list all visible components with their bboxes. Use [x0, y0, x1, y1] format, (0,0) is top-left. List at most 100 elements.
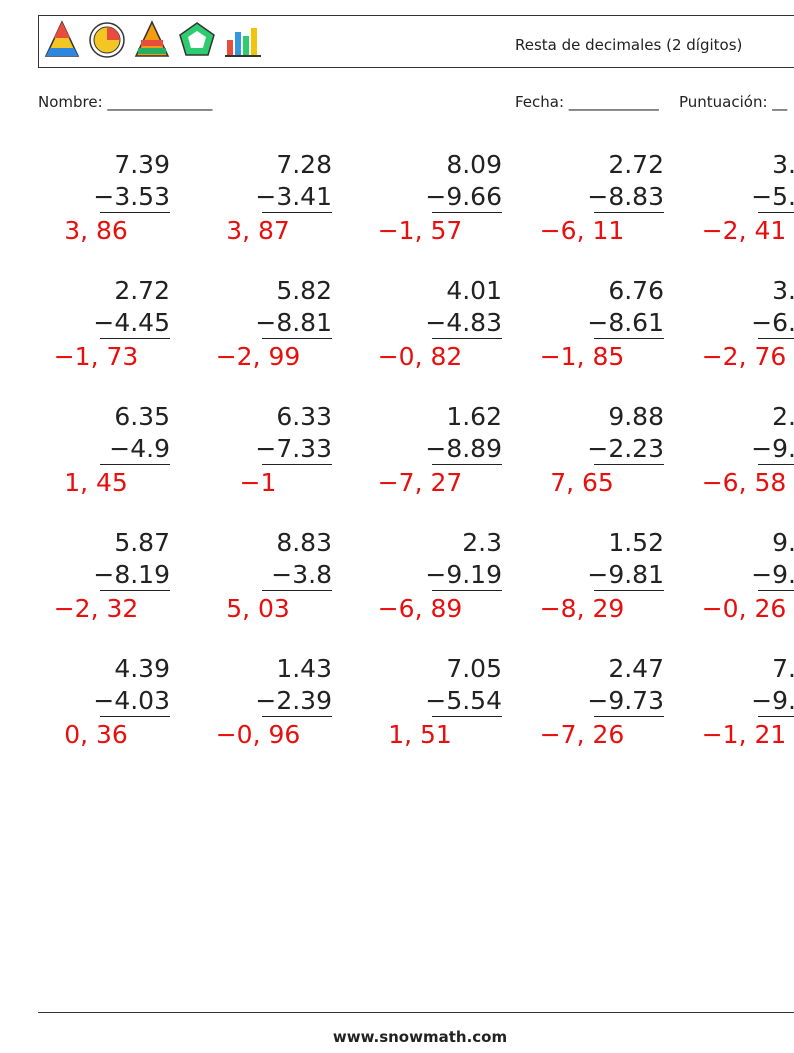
bottom-number: −5. — [751, 182, 794, 211]
underline — [432, 590, 502, 591]
bottom-number: −9.81 — [587, 560, 664, 589]
top-number: 1.62 — [446, 402, 502, 431]
underline — [100, 716, 170, 717]
answer: 5, 03 — [226, 594, 290, 623]
top-number: 1.43 — [276, 654, 332, 683]
top-number: 9. — [772, 528, 794, 557]
underline — [432, 212, 502, 213]
bottom-number: −9.73 — [587, 686, 664, 715]
answer: 1, 45 — [64, 468, 128, 497]
top-number: 5.87 — [114, 528, 170, 557]
top-number: 6.35 — [114, 402, 170, 431]
underline — [432, 716, 502, 717]
answer: −1, 73 — [53, 342, 139, 371]
top-number: 7. — [772, 654, 794, 683]
underline — [758, 716, 794, 717]
bottom-number: −8.61 — [587, 308, 664, 337]
underline — [100, 338, 170, 339]
top-number: 5.82 — [276, 276, 332, 305]
answer: −2, 99 — [215, 342, 301, 371]
underline — [262, 590, 332, 591]
header-box — [38, 15, 794, 68]
top-number: 2. — [772, 402, 794, 431]
top-number: 7.05 — [446, 654, 502, 683]
bottom-number: −9.19 — [425, 560, 502, 589]
score-field: Puntuación: __ — [679, 93, 788, 111]
underline — [262, 716, 332, 717]
answer: −2, 41 — [701, 216, 787, 245]
bottom-number: −4.45 — [93, 308, 170, 337]
answer: −0, 26 — [701, 594, 787, 623]
bottom-number: −9. — [751, 434, 794, 463]
name-field: Nombre: ______________ — [38, 93, 213, 111]
underline — [758, 464, 794, 465]
bottom-number: −7.33 — [255, 434, 332, 463]
answer: −7, 27 — [377, 468, 463, 497]
top-number: 2.3 — [462, 528, 502, 557]
bottom-number: −4.03 — [93, 686, 170, 715]
top-number: 1.52 — [608, 528, 664, 557]
answer: −6, 11 — [539, 216, 625, 245]
answer: −1, 21 — [701, 720, 787, 749]
top-number: 4.39 — [114, 654, 170, 683]
top-number: 6.33 — [276, 402, 332, 431]
bottom-number: −4.9 — [109, 434, 170, 463]
answer: −7, 26 — [539, 720, 625, 749]
top-number: 7.39 — [114, 150, 170, 179]
answer: −8, 29 — [539, 594, 625, 623]
underline — [100, 590, 170, 591]
bottom-number: −3.53 — [93, 182, 170, 211]
underline — [262, 464, 332, 465]
top-number: 3. — [772, 276, 794, 305]
underline — [758, 338, 794, 339]
answer: 7, 65 — [550, 468, 614, 497]
bottom-number: −2.39 — [255, 686, 332, 715]
top-number: 9.88 — [608, 402, 664, 431]
answer: −1, 57 — [377, 216, 463, 245]
top-number: 8.83 — [276, 528, 332, 557]
header-icons — [44, 20, 261, 58]
bottom-number: −3.41 — [255, 182, 332, 211]
bottom-number: −9. — [751, 560, 794, 589]
underline — [262, 212, 332, 213]
bottom-number: −4.83 — [425, 308, 502, 337]
underline — [100, 464, 170, 465]
bottom-number: −5.54 — [425, 686, 502, 715]
bottom-number: −8.81 — [255, 308, 332, 337]
underline — [594, 464, 664, 465]
bottom-number: −8.83 — [587, 182, 664, 211]
answer: −2, 32 — [53, 594, 139, 623]
date-field: Fecha: ____________ — [515, 93, 659, 111]
answer: −1, 85 — [539, 342, 625, 371]
top-number: 7.28 — [276, 150, 332, 179]
answer: −6, 58 — [701, 468, 787, 497]
top-number: 8.09 — [446, 150, 502, 179]
top-number: 2.72 — [114, 276, 170, 305]
answer: 3, 87 — [226, 216, 290, 245]
footer-site: www.snowmath.com — [332, 1028, 508, 1046]
bottom-number: −6. — [751, 308, 794, 337]
bottom-number: −8.89 — [425, 434, 502, 463]
answer: −6, 89 — [377, 594, 463, 623]
answer: −1 — [239, 468, 277, 497]
bottom-number: −2.23 — [587, 434, 664, 463]
underline — [758, 590, 794, 591]
underline — [594, 212, 664, 213]
bottom-number: −9. — [751, 686, 794, 715]
underline — [594, 716, 664, 717]
answer: −2, 76 — [701, 342, 787, 371]
top-number: 4.01 — [446, 276, 502, 305]
underline — [262, 338, 332, 339]
top-number: 6.76 — [608, 276, 664, 305]
top-number: 2.47 — [608, 654, 664, 683]
top-number: 2.72 — [608, 150, 664, 179]
bottom-number: −3.8 — [271, 560, 332, 589]
underline — [758, 212, 794, 213]
top-number: 3. — [772, 150, 794, 179]
bottom-number: −9.66 — [425, 182, 502, 211]
underline — [432, 464, 502, 465]
underline — [594, 338, 664, 339]
underline — [432, 338, 502, 339]
bottom-number: −8.19 — [93, 560, 170, 589]
